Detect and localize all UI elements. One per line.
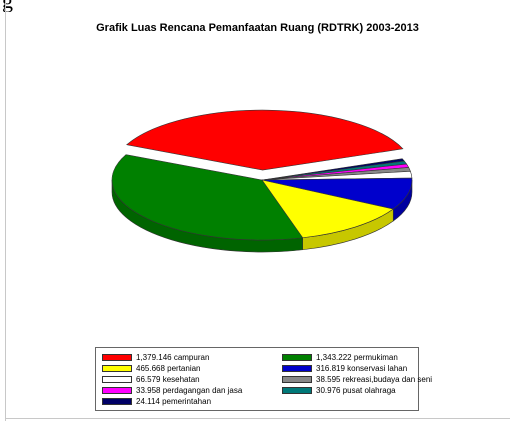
- legend-label: 465.668 pertanian: [136, 363, 201, 373]
- legend-item: 1,379.146 campuran: [102, 352, 209, 362]
- chart-legend: 1,379.146 campuran 1,343.222 permukiman 46…: [95, 347, 432, 411]
- legend-label: 30.976 pusat olahraga: [316, 385, 396, 395]
- legend-label: 38.595 rekreasi,budaya dan seni: [316, 374, 433, 384]
- legend-label: 1,343.222 permukiman: [316, 352, 398, 362]
- legend-item: 316.819 konservasi lahan: [282, 363, 407, 373]
- legend-swatch: [102, 375, 132, 383]
- legend-label: 1,379.146 campuran: [136, 352, 210, 362]
- legend-item: 38.595 rekreasi,budaya dan seni: [282, 374, 432, 384]
- frame-border-bottom: [5, 418, 510, 419]
- legend-swatch: [102, 386, 132, 394]
- legend-swatch: [282, 375, 312, 383]
- legend-item: 24.114 pemerintahan: [102, 396, 211, 406]
- legend-item: 33.958 perdagangan dan jasa: [102, 385, 242, 395]
- clipped-caption-text: g: [0, 0, 515, 12]
- pie-slice-pertanian: [261, 179, 394, 239]
- pie-slice-permukiman: [111, 154, 304, 241]
- legend-swatch: [102, 397, 132, 405]
- legend-item: 465.668 pertanian: [102, 363, 201, 373]
- legend-swatch: [282, 364, 312, 372]
- legend-swatch: [282, 353, 312, 361]
- legend-swatch: [102, 353, 132, 361]
- legend-label: 66.579 kesehatan: [136, 374, 200, 384]
- frame-border-left: [5, 0, 6, 421]
- legend-item: 1,343.222 permukiman: [282, 352, 398, 362]
- legend-label: 24.114 pemerintahan: [136, 396, 212, 406]
- legend-item: 66.579 kesehatan: [102, 374, 200, 384]
- pie-slice-campuran: [126, 109, 404, 171]
- legend-swatch: [282, 386, 312, 394]
- chart-title: Grafik Luas Rencana Pemanfaatan Ruang (R…: [96, 22, 419, 34]
- legend-item: 30.976 pusat olahraga: [282, 385, 396, 395]
- legend-label: 33.958 perdagangan dan jasa: [136, 385, 243, 395]
- legend-label: 316.819 konservasi lahan: [316, 363, 408, 373]
- legend-swatch: [102, 364, 132, 372]
